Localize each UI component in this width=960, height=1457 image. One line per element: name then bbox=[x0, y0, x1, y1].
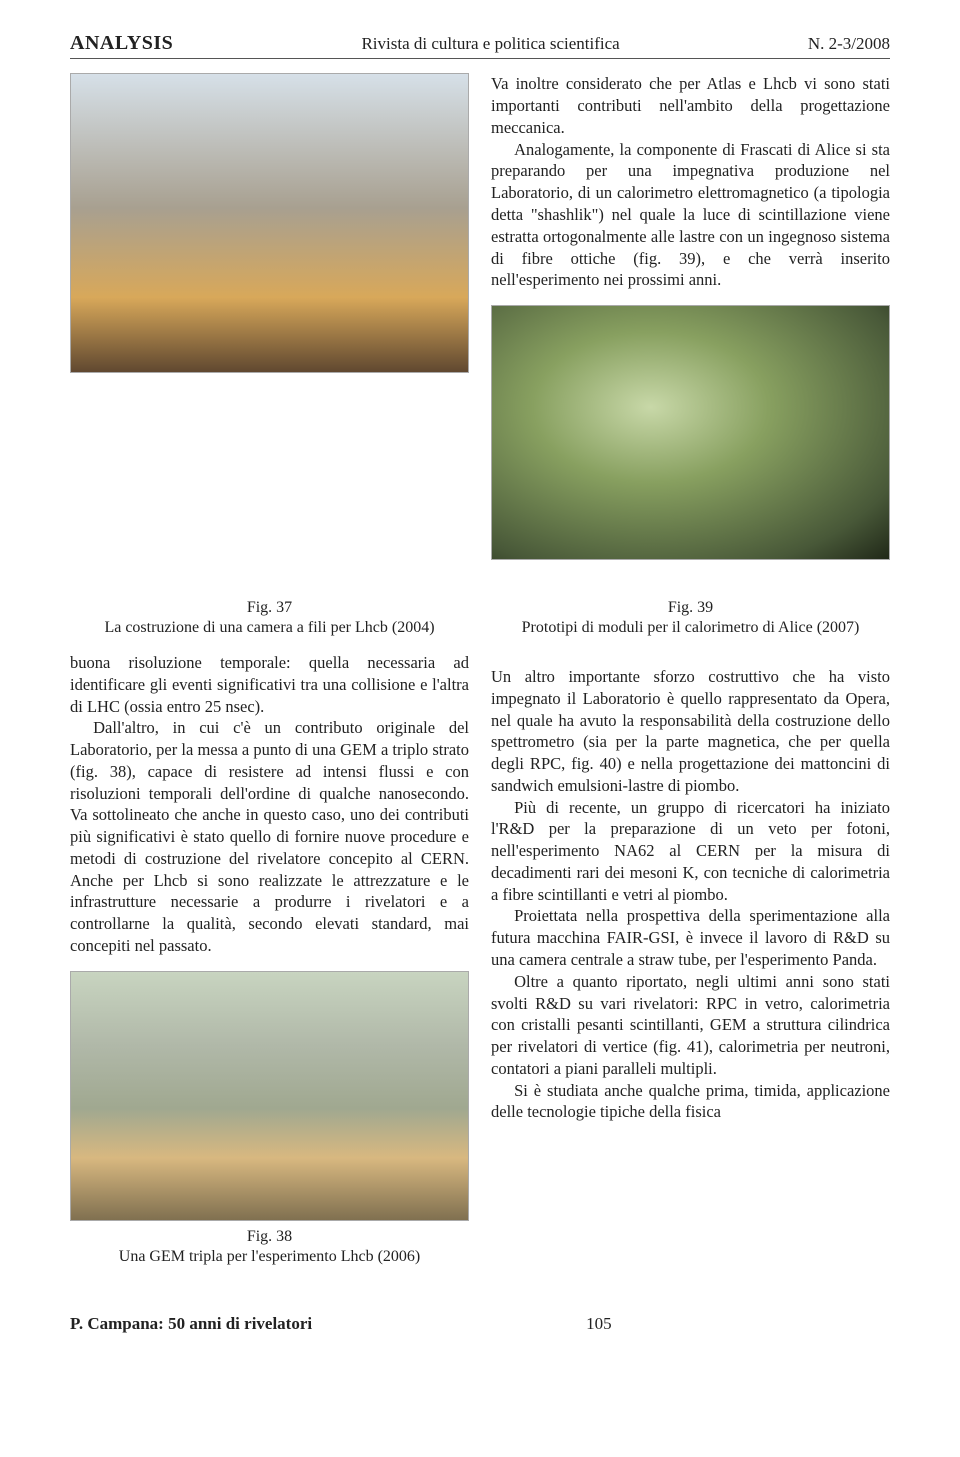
figure-39-number: Fig. 39 bbox=[491, 598, 890, 618]
issue-number: N. 2-3/2008 bbox=[808, 33, 890, 55]
figure-39-image bbox=[491, 305, 890, 560]
right-body-p1: Un altro importante sforzo costruttivo c… bbox=[491, 666, 890, 797]
journal-subtitle: Rivista di cultura e politica scientific… bbox=[361, 33, 619, 55]
figure-39-caption: Fig. 39 Prototipi di moduli per il calor… bbox=[491, 598, 890, 638]
lower-two-column: Fig. 37 La costruzione di una camera a f… bbox=[70, 592, 890, 1279]
figure-38-number: Fig. 38 bbox=[70, 1227, 469, 1247]
left-body-p2: Dall'altro, in cui c'è un contributo ori… bbox=[70, 717, 469, 956]
figure-39 bbox=[491, 305, 890, 560]
figure-37-number: Fig. 37 bbox=[70, 598, 469, 618]
figure-39-caption-text: Prototipi di moduli per il calorimetro d… bbox=[522, 619, 860, 636]
intro-paragraph-1: Va inoltre considerato che per Atlas e L… bbox=[491, 73, 890, 138]
running-header: ANALYSIS Rivista di cultura e politica s… bbox=[70, 30, 890, 59]
figure-38: Fig. 38 Una GEM tripla per l'esperimento… bbox=[70, 971, 469, 1267]
lower-right-column: Fig. 39 Prototipi di moduli per il calor… bbox=[491, 592, 890, 1279]
right-body-p5: Si è studiata anche qualche prima, timid… bbox=[491, 1080, 890, 1124]
footer-author-title: P. Campana: 50 anni di rivelatori bbox=[70, 1313, 312, 1335]
upper-right-column: Va inoltre considerato che per Atlas e L… bbox=[491, 73, 890, 572]
right-body-p2: Più di recente, un gruppo di ricercatori… bbox=[491, 797, 890, 906]
figure-37-caption-text: La costruzione di una camera a fili per … bbox=[104, 619, 434, 636]
upper-two-column: Va inoltre considerato che per Atlas e L… bbox=[70, 73, 890, 572]
page-number: 105 bbox=[586, 1313, 612, 1335]
lower-left-column: Fig. 37 La costruzione di una camera a f… bbox=[70, 592, 469, 1279]
upper-left-column bbox=[70, 73, 469, 572]
running-footer: P. Campana: 50 anni di rivelatori 105 . bbox=[70, 1313, 890, 1335]
figure-38-caption: Fig. 38 Una GEM tripla per l'esperimento… bbox=[70, 1227, 469, 1267]
right-body-p4: Oltre a quanto riportato, negli ultimi a… bbox=[491, 971, 890, 1080]
figure-38-caption-text: Una GEM tripla per l'esperimento Lhcb (2… bbox=[119, 1248, 420, 1265]
figure-37 bbox=[70, 73, 469, 373]
intro-paragraph-2: Analogamente, la componente di Frascati … bbox=[491, 139, 890, 291]
left-body-p1: buona risoluzione temporale: quella nece… bbox=[70, 652, 469, 717]
figure-38-image bbox=[70, 971, 469, 1221]
figure-37-image bbox=[70, 73, 469, 373]
journal-brand: ANALYSIS bbox=[70, 30, 173, 56]
right-body-p3: Proiettata nella prospettiva della speri… bbox=[491, 905, 890, 970]
figure-37-caption: Fig. 37 La costruzione di una camera a f… bbox=[70, 598, 469, 638]
